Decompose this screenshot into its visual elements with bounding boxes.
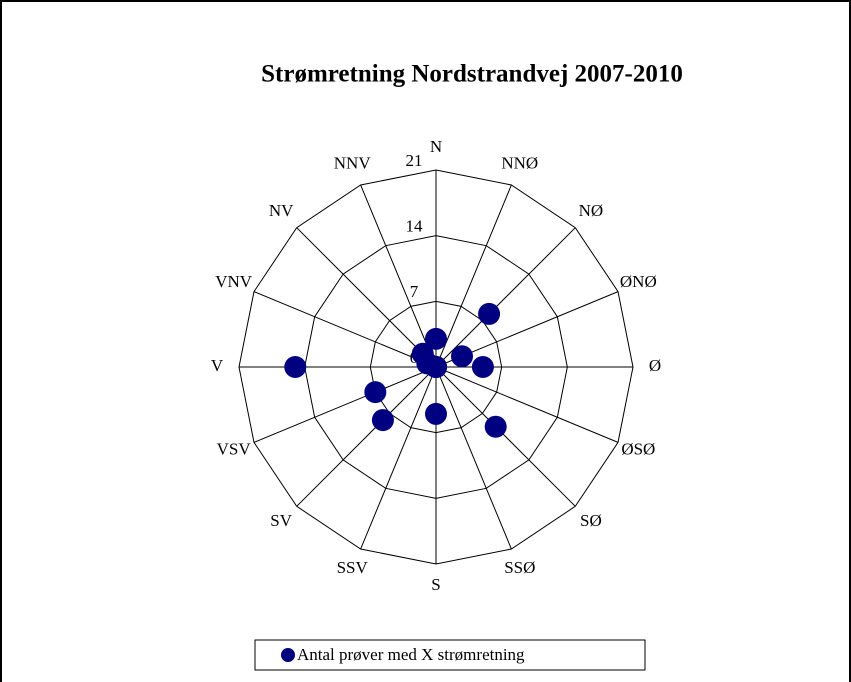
spoke [435,366,576,507]
category-label: NNØ [501,154,538,173]
spoke [435,184,512,368]
legend-box [254,639,646,671]
r-tick-label: 21 [406,151,423,170]
category-label: S [431,575,440,594]
category-label: ØNØ [620,272,657,291]
marker [284,356,307,378]
marker [364,381,387,404]
marker [425,356,447,378]
spoke [296,227,437,368]
spoke [360,366,437,550]
marker [478,302,501,325]
category-label: SSV [337,558,369,577]
category-label: VNV [215,272,253,291]
spoke [360,184,437,368]
marker [484,415,507,438]
category-label: Ø [649,356,661,375]
category-label: SØ [580,511,602,530]
legend-marker [281,648,295,662]
category-label: NV [269,201,294,220]
category-label: NNV [334,154,372,173]
marker [471,356,494,378]
legend-label: Antal prøver med X strømretning [297,645,525,664]
category-label: ØSØ [621,440,655,459]
spoke [253,366,437,443]
category-label: V [211,356,224,375]
category-label: SSØ [504,558,535,577]
category-label: NØ [579,201,604,220]
spoke [435,366,619,443]
chart-title: Strømretning Nordstrandvej 2007-2010 [261,61,683,88]
category-label: VSV [217,440,252,459]
spoke [253,291,437,368]
r-tick-label: 7 [410,282,419,301]
spoke [296,366,437,507]
r-tick-label: 14 [406,217,424,236]
spoke [435,366,512,550]
category-label: N [430,137,442,156]
marker [451,345,474,368]
marker [371,409,394,432]
spoke [435,227,576,368]
marker [425,327,447,350]
category-label: SV [270,511,292,530]
marker [425,402,447,425]
